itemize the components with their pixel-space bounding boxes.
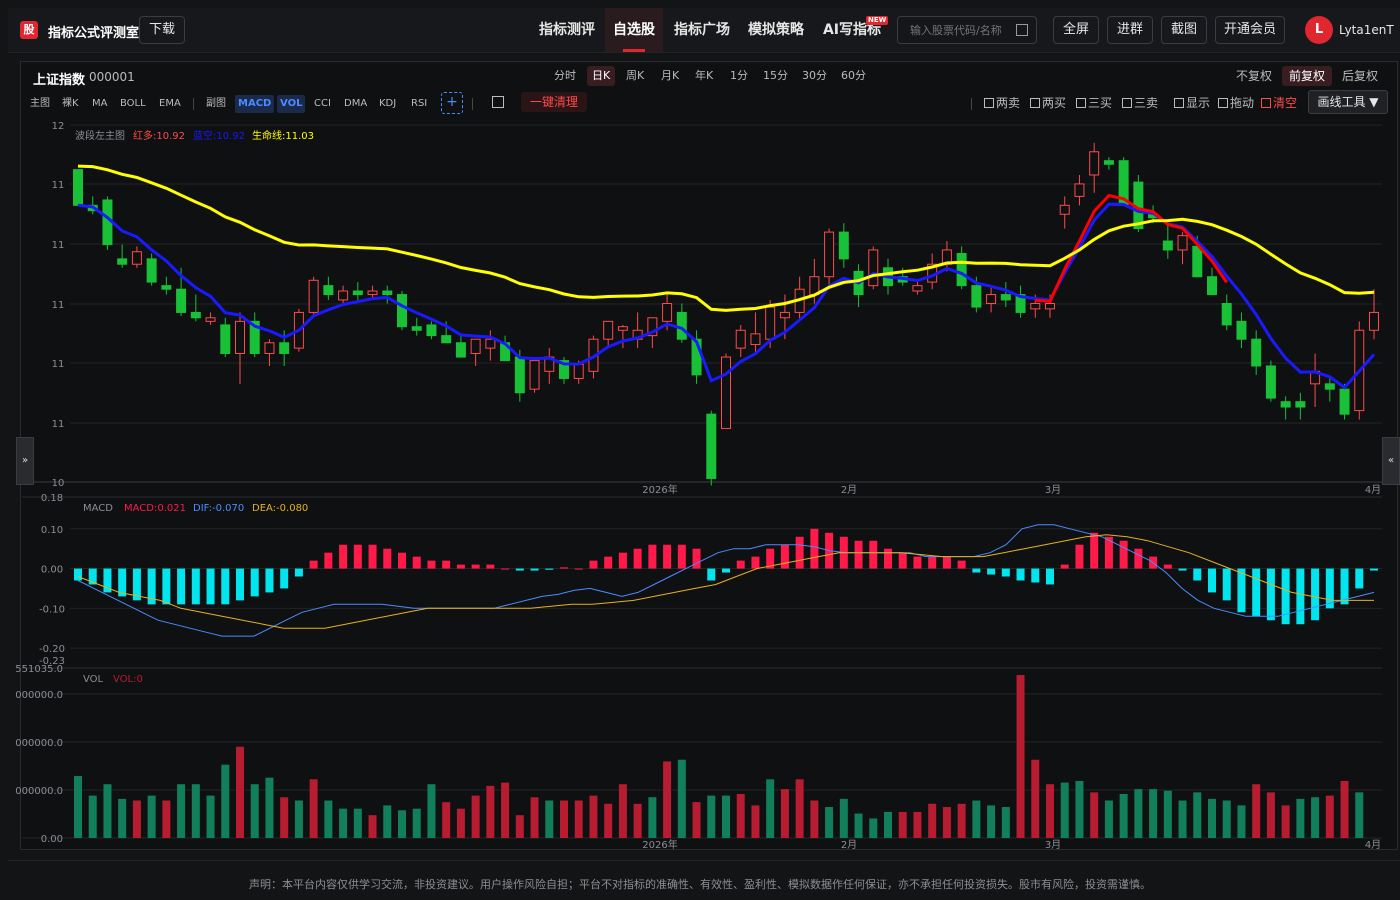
main-indicator-bare[interactable]: 裸K: [62, 98, 79, 109]
tool-two-sell[interactable]: 两卖: [984, 95, 1020, 111]
adjust-backward[interactable]: 后复权: [1342, 69, 1379, 83]
main-indicator-boll[interactable]: BOLL: [120, 98, 146, 109]
screenshot-button[interactable]: 截图: [1161, 16, 1207, 44]
period-year[interactable]: 年K: [695, 69, 714, 82]
divider: [472, 98, 473, 110]
symbol-name: 上证指数: [33, 73, 86, 88]
sub-indicator-rsi[interactable]: RSI: [411, 98, 428, 109]
checkbox-icon[interactable]: [1218, 98, 1228, 108]
join-group-button[interactable]: 进群: [1107, 16, 1153, 44]
main-indicator-label: 主图: [30, 98, 50, 109]
tool-label: 三买: [1088, 96, 1113, 110]
checkbox-icon[interactable]: [1122, 98, 1132, 108]
clear-all-button[interactable]: 一键清理: [521, 92, 587, 112]
box-icon[interactable]: [492, 96, 504, 108]
tool-label: 拖动: [1230, 96, 1255, 110]
vip-button[interactable]: 开通会员: [1215, 16, 1285, 44]
nav-indicator-review[interactable]: 指标测评: [539, 22, 595, 38]
disclaimer: 声明：本平台内容仅供学习交流，非投资建议。用户操作风险自担；平台不对指标的准确性…: [249, 878, 1151, 891]
sub-indicator-macd[interactable]: MACD: [235, 95, 275, 113]
period-week[interactable]: 周K: [626, 69, 645, 82]
top-bar: 股 指标公式评测室 下载 指标测评 自选股 指标广场 模拟策略 AI写指标 NE…: [8, 8, 1400, 53]
period-1min[interactable]: 1分: [730, 69, 748, 82]
adjust-none[interactable]: 不复权: [1236, 69, 1273, 83]
sub-indicator-kdj[interactable]: KDJ: [379, 98, 397, 109]
tool-three-sell[interactable]: 三卖: [1122, 95, 1158, 111]
footer-divider: [8, 860, 1400, 861]
new-badge: NEW: [866, 16, 889, 25]
checkbox-icon[interactable]: [1076, 98, 1086, 108]
search-icon[interactable]: [1016, 24, 1028, 36]
tool-label: 两买: [1042, 96, 1067, 110]
left-collapse-button[interactable]: »: [16, 437, 34, 485]
search-input[interactable]: [908, 23, 1022, 38]
username[interactable]: Lyta1enT: [1339, 23, 1394, 37]
nav-indicator-plaza[interactable]: 指标广场: [674, 22, 730, 38]
tool-two-buy[interactable]: 两买: [1030, 95, 1066, 111]
main-indicator-ma[interactable]: MA: [92, 98, 108, 109]
main-indicator-ema[interactable]: EMA: [159, 98, 181, 109]
chart-panel: 上证指数 000001 分时 日K 周K 月K 年K 1分 15分 30分 60…: [20, 61, 1398, 850]
sub-indicator-cci[interactable]: CCI: [314, 98, 331, 109]
tool-show[interactable]: 显示: [1174, 95, 1210, 111]
period-60min[interactable]: 60分: [841, 69, 866, 82]
period-month[interactable]: 月K: [661, 69, 680, 82]
avatar[interactable]: L: [1305, 16, 1333, 44]
period-15min[interactable]: 15分: [763, 69, 788, 82]
right-collapse-button[interactable]: «: [1382, 437, 1400, 485]
checkbox-icon[interactable]: [1261, 98, 1271, 108]
download-button[interactable]: 下载: [139, 16, 185, 44]
tool-label: 三卖: [1134, 96, 1159, 110]
nav-watchlist[interactable]: 自选股: [605, 8, 663, 52]
nav-ai-indicator[interactable]: AI写指标: [822, 22, 882, 38]
tool-clear[interactable]: 清空: [1261, 95, 1297, 111]
checkbox-icon[interactable]: [1030, 98, 1040, 108]
sub-indicator-label: 副图: [206, 98, 226, 109]
tool-label: 清空: [1273, 96, 1298, 110]
divider: [193, 98, 194, 110]
tool-three-buy[interactable]: 三买: [1076, 95, 1112, 111]
fullscreen-button[interactable]: 全屏: [1053, 16, 1099, 44]
checkbox-icon[interactable]: [1174, 98, 1184, 108]
sub-indicator-vol[interactable]: VOL: [277, 95, 306, 113]
tool-label: 显示: [1186, 96, 1211, 110]
draw-tools-button[interactable]: 画线工具 ▼: [1308, 90, 1388, 114]
nav-sim-strategy[interactable]: 模拟策略: [748, 22, 804, 38]
period-tick[interactable]: 分时: [554, 69, 576, 82]
add-indicator-button[interactable]: +: [441, 92, 463, 114]
stock-search[interactable]: [897, 16, 1037, 44]
symbol-code: 000001: [89, 70, 135, 84]
tool-label: 两卖: [996, 96, 1021, 110]
adjust-forward[interactable]: 前复权: [1282, 66, 1333, 86]
sub-indicator-dma[interactable]: DMA: [344, 98, 368, 109]
app-name: 指标公式评测室: [48, 26, 140, 41]
divider: [971, 98, 972, 110]
app-logo: 股: [20, 21, 38, 39]
period-day[interactable]: 日K: [587, 66, 616, 86]
checkbox-icon[interactable]: [984, 98, 994, 108]
tool-drag[interactable]: 拖动: [1218, 95, 1254, 111]
period-30min[interactable]: 30分: [802, 69, 827, 82]
